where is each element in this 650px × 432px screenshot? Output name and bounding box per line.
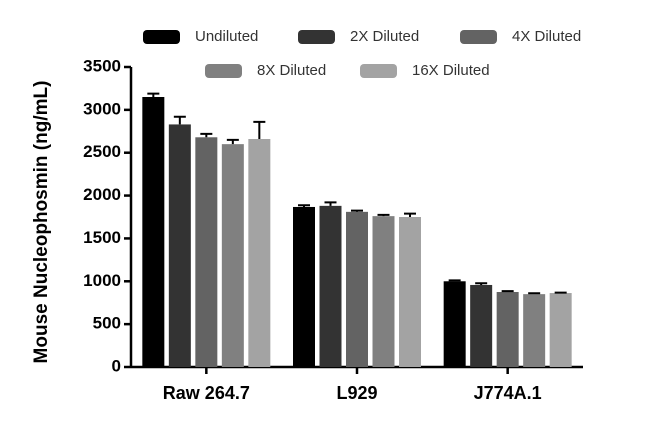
bar — [549, 293, 572, 367]
y-tick-label: 2000 — [83, 185, 121, 204]
legend-swatch — [143, 30, 180, 44]
y-tick-label: 3500 — [83, 56, 121, 75]
error-bar — [475, 282, 488, 285]
error-bar — [448, 279, 461, 282]
bar — [221, 144, 244, 367]
error-bar — [173, 115, 186, 125]
error-bar — [404, 212, 416, 217]
y-tick-label: 3000 — [83, 99, 121, 118]
error-bar — [324, 201, 337, 206]
bar — [248, 139, 271, 367]
y-axis-label: Mouse Nucleophosmin (ng/mL) — [31, 81, 52, 364]
error-bar — [501, 290, 514, 293]
y-tick-label: 1000 — [83, 271, 121, 290]
error-bar — [298, 204, 310, 207]
legend-swatch — [460, 30, 497, 44]
x-tick-label: J774A.1 — [474, 383, 542, 403]
bar — [372, 216, 395, 367]
x-tick-label: Raw 264.7 — [163, 383, 250, 403]
error-bar — [377, 213, 390, 217]
bar — [470, 284, 493, 367]
bar — [346, 211, 368, 367]
error-bar — [226, 138, 239, 145]
legend-label: 16X Diluted — [412, 62, 490, 79]
bar — [443, 281, 466, 367]
x-tick-label: L929 — [336, 383, 377, 403]
bar — [523, 294, 546, 367]
legend-swatch — [360, 64, 397, 78]
bar — [399, 217, 421, 367]
legend-label: 2X Diluted — [350, 28, 419, 45]
legend-swatch — [205, 64, 242, 78]
y-tick-label: 500 — [93, 314, 121, 333]
bar — [142, 97, 165, 367]
error-bar — [351, 209, 363, 212]
legend-swatch — [298, 30, 335, 44]
bar — [168, 124, 191, 367]
bar — [293, 206, 315, 367]
legend-label: 4X Diluted — [512, 28, 581, 45]
legend-label: Undiluted — [195, 28, 258, 45]
bar — [319, 205, 342, 367]
legend-label: 8X Diluted — [257, 62, 326, 79]
y-tick-label: 2500 — [83, 142, 121, 161]
error-bar — [147, 92, 160, 97]
error-bar — [200, 132, 213, 138]
bar — [496, 292, 519, 367]
error-bar — [528, 292, 541, 295]
bar — [195, 137, 218, 367]
y-tick-label: 0 — [112, 356, 121, 375]
y-tick-label: 1500 — [83, 228, 121, 247]
error-bar — [253, 120, 266, 139]
